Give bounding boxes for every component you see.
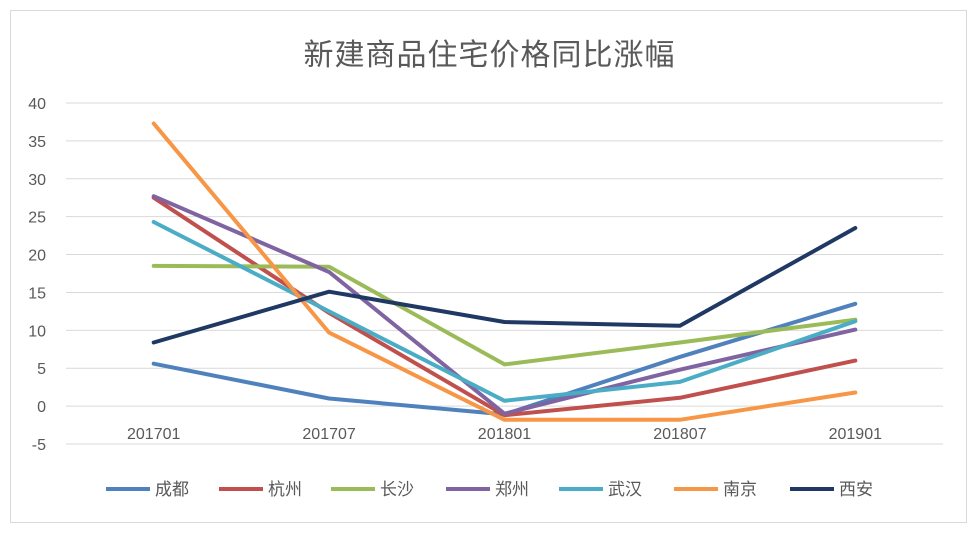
y-tick-label: 15 — [28, 285, 46, 302]
y-tick-label: 25 — [28, 210, 46, 227]
series-line-武汉 — [151, 220, 858, 403]
y-axis-ticks: -5 0 5 10 15 20 25 30 35 40 — [28, 96, 46, 454]
series-line-南京 — [151, 121, 858, 422]
chart-title: 新建商品住宅价格同比涨幅 — [303, 38, 676, 73]
legend: 成都 杭州 长沙 郑州 武汉 南京 西安 — [106, 480, 873, 500]
legend-label: 长沙 — [380, 480, 414, 500]
x-tick-label: 201707 — [302, 426, 355, 443]
y-tick-label: 0 — [37, 399, 46, 416]
y-tick-label: 5 — [37, 361, 46, 378]
series-lines — [151, 121, 858, 422]
y-tick-label: -5 — [32, 437, 46, 454]
y-tick-label: 20 — [28, 248, 46, 265]
x-axis-ticks: 201701 201707 201801 201807 201901 — [127, 426, 882, 443]
series-line-西安 — [151, 226, 858, 345]
legend-label: 武汉 — [608, 480, 642, 500]
x-tick-label: 201807 — [653, 426, 706, 443]
y-tick-label: 30 — [28, 172, 46, 189]
x-tick-label: 201801 — [478, 426, 531, 443]
gridlines — [66, 102, 943, 445]
y-tick-label: 10 — [28, 323, 46, 340]
x-tick-label: 201901 — [829, 426, 882, 443]
legend-label: 西安 — [839, 480, 873, 500]
y-tick-label: 40 — [28, 96, 46, 113]
legend-label: 杭州 — [268, 480, 302, 500]
x-tick-label: 201701 — [127, 426, 180, 443]
legend-label: 成都 — [155, 480, 189, 500]
legend-label: 郑州 — [495, 480, 529, 500]
series-line-郑州 — [151, 194, 858, 416]
y-tick-label: 35 — [28, 134, 46, 151]
legend-label: 南京 — [723, 480, 757, 500]
series-line-长沙 — [151, 263, 858, 367]
